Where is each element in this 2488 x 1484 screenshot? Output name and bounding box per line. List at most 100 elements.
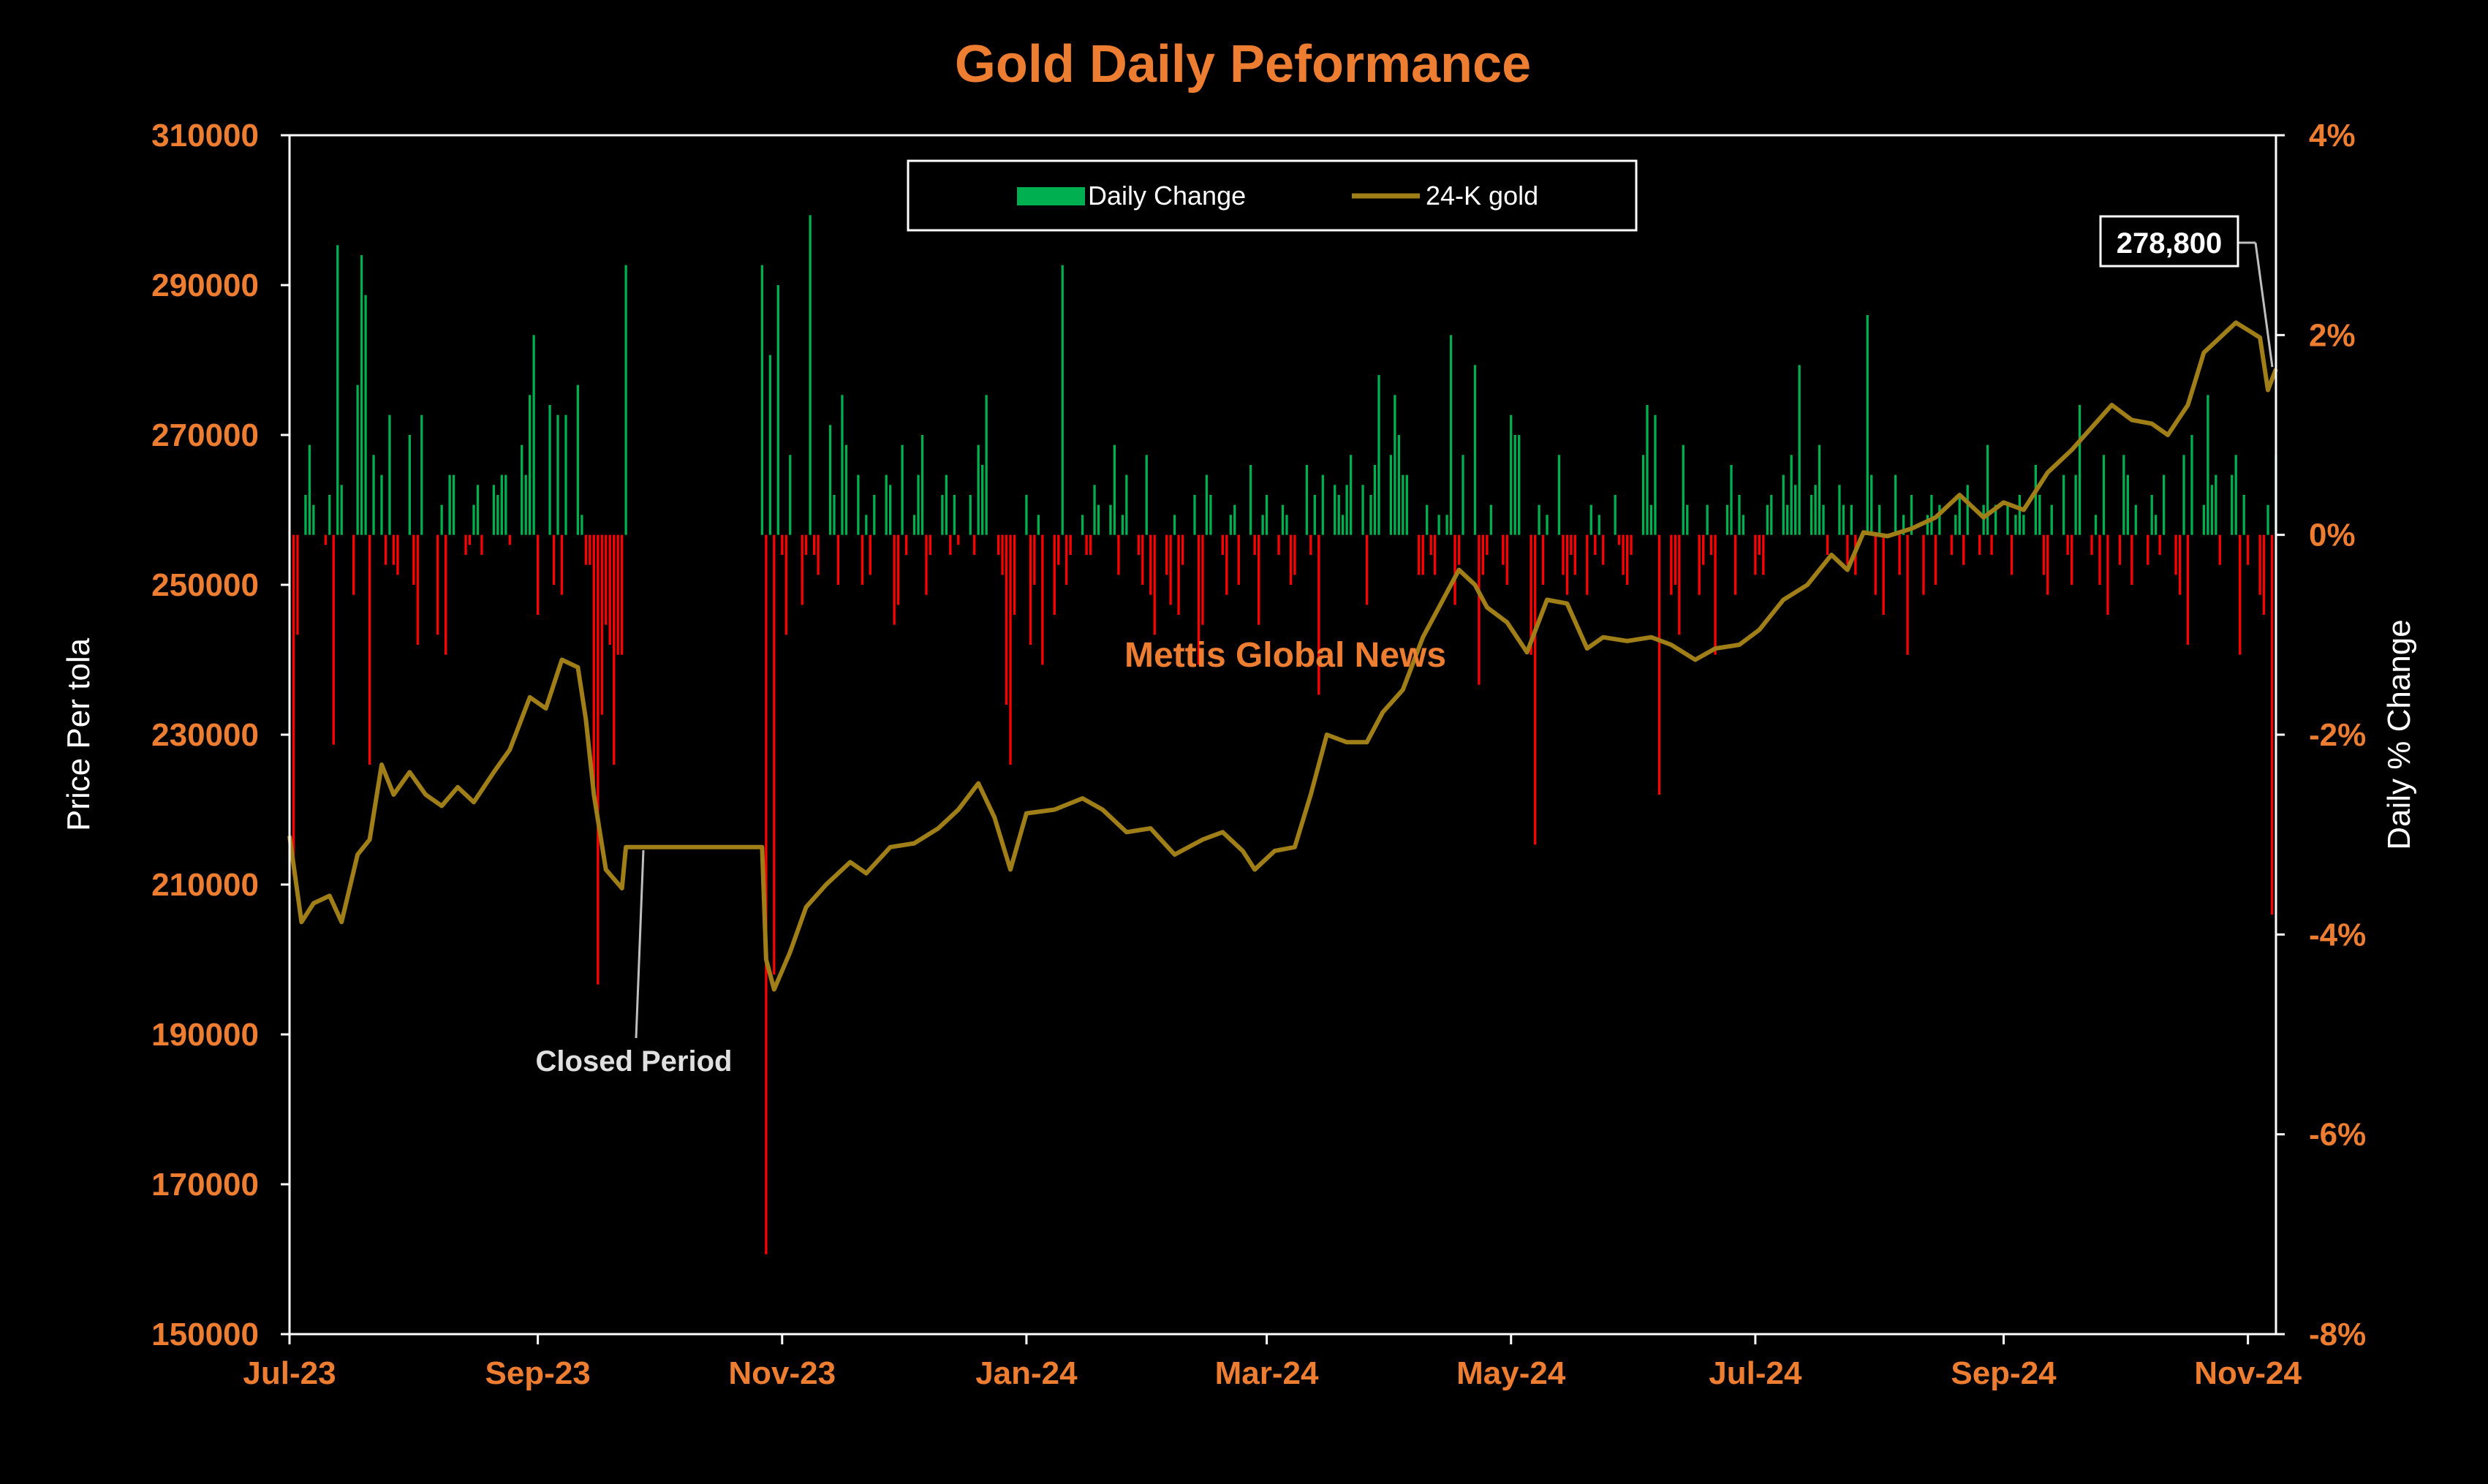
daily-change-bar-up (1730, 465, 1733, 535)
daily-change-bar-up (1510, 414, 1513, 535)
x-tick-label: Jul-24 (1709, 1355, 1802, 1391)
legend-label-daily-change: Daily Change (1088, 181, 1246, 211)
daily-change-bar-up (304, 495, 307, 535)
daily-change-bar-down (1309, 534, 1312, 555)
daily-change-bar-up (873, 495, 876, 535)
daily-change-bar-down (584, 534, 588, 565)
daily-change-bar-up (2018, 495, 2022, 535)
daily-change-bar-down (893, 534, 896, 625)
daily-change-bar-down (552, 534, 556, 585)
daily-change-bar-down (1197, 534, 1200, 665)
daily-change-bar-up (576, 385, 580, 535)
daily-change-bar-down (904, 534, 908, 555)
daily-change-bar-up (408, 435, 411, 535)
daily-change-bar-up (452, 474, 455, 535)
daily-change-bar-up (1966, 485, 1969, 535)
right-tick-label: 4% (2309, 118, 2356, 154)
daily-change-bar-up (1878, 504, 1881, 535)
daily-change-bar-down (1253, 534, 1256, 555)
x-tick-label: Mar-24 (1215, 1355, 1319, 1391)
daily-change-bar-up (1449, 335, 1453, 535)
daily-change-bar-up (1389, 455, 1393, 535)
daily-change-bar-down (1486, 534, 1489, 555)
daily-change-bar-up (941, 495, 944, 535)
daily-change-bar-up (556, 414, 559, 535)
daily-change-bar-up (1397, 435, 1401, 535)
daily-change-bar-down (1457, 534, 1461, 565)
daily-change-bar-up (901, 444, 904, 535)
daily-change-bar-up (1233, 504, 1236, 535)
daily-change-bar-up (1706, 504, 1709, 535)
daily-change-bar-down (1754, 534, 1757, 575)
daily-change-bar-down (1505, 534, 1508, 585)
daily-change-bar-up (1894, 474, 1897, 535)
daily-change-bar-up (2234, 455, 2237, 535)
daily-change-bar-down (1674, 534, 1676, 585)
daily-change-bar-up (1910, 495, 1913, 535)
daily-change-bar-up (524, 474, 527, 535)
daily-change-bar-down (2239, 534, 2242, 655)
daily-change-bar-up (1770, 495, 1773, 535)
daily-change-bar-down (292, 534, 295, 875)
daily-change-bar-up (2022, 515, 2025, 535)
daily-change-bar-up (1081, 515, 1084, 535)
daily-change-bar-up (1334, 485, 1336, 535)
daily-change-bar-up (1654, 414, 1657, 535)
daily-change-bar-down (444, 534, 447, 655)
left-tick-label: 270000 (151, 417, 259, 453)
daily-change-bar-down (1317, 534, 1320, 695)
daily-change-bar-down (1009, 534, 1012, 765)
daily-change-bar-down (2118, 534, 2122, 565)
daily-change-bar-down (2174, 534, 2177, 575)
daily-change-bar-up (1646, 405, 1649, 535)
daily-change-bar-up (789, 455, 792, 535)
daily-change-bar-down (480, 534, 483, 555)
right-tick-label: 2% (2309, 317, 2356, 353)
daily-change-bar-up (1285, 515, 1288, 535)
daily-change-bar-down (1530, 534, 1532, 655)
daily-change-bar-up (2126, 474, 2129, 535)
daily-change-bar-down (949, 534, 952, 555)
daily-change-bar-up (2266, 504, 2269, 535)
daily-change-bar-up (1377, 375, 1380, 535)
daily-change-bar-up (1954, 515, 1957, 535)
daily-change-bar-down (861, 534, 863, 585)
daily-change-bar-down (600, 534, 603, 715)
left-tick-label: 250000 (151, 567, 259, 603)
daily-change-bar-down (2158, 534, 2161, 555)
daily-change-bar-down (1029, 534, 1032, 645)
daily-change-bar-down (1630, 534, 1633, 555)
daily-change-bar-down (1434, 534, 1437, 575)
daily-change-bar-up (1518, 435, 1521, 535)
daily-change-bar-down (1906, 534, 1909, 655)
daily-change-bar-up (2074, 474, 2077, 535)
daily-change-bar-up (448, 474, 451, 535)
x-tick-label: Jul-23 (243, 1355, 336, 1391)
daily-change-bar-up (969, 495, 972, 535)
daily-change-bar-up (1125, 474, 1128, 535)
daily-change-bar-down (1005, 534, 1008, 705)
daily-change-bar-up (2202, 504, 2206, 535)
daily-change-bar-down (396, 534, 399, 575)
daily-change-bar-down (1898, 534, 1901, 575)
daily-change-bar-up (953, 495, 956, 535)
daily-change-bar-down (817, 534, 820, 575)
daily-change-bar-up (440, 504, 443, 535)
daily-change-bar-up (1061, 265, 1064, 535)
daily-change-bar-up (1489, 504, 1492, 535)
x-tick-label: Sep-23 (485, 1355, 590, 1391)
daily-change-bar-down (1069, 534, 1072, 555)
daily-change-bar-down (1001, 534, 1004, 575)
daily-change-bar-up (1557, 455, 1561, 535)
left-tick-label: 190000 (151, 1017, 259, 1053)
daily-change-bar-down (1622, 534, 1625, 575)
daily-change-bar-down (589, 534, 591, 565)
daily-change-bar-up (1097, 504, 1100, 535)
daily-change-bar-down (1962, 534, 1965, 565)
daily-change-bar-down (324, 534, 327, 545)
daily-change-bar-up (857, 474, 860, 535)
daily-change-bar-up (1193, 495, 1196, 535)
daily-change-bar-down (1978, 534, 1981, 555)
daily-change-bar-down (1237, 534, 1240, 585)
daily-change-bar-up (2215, 474, 2217, 535)
